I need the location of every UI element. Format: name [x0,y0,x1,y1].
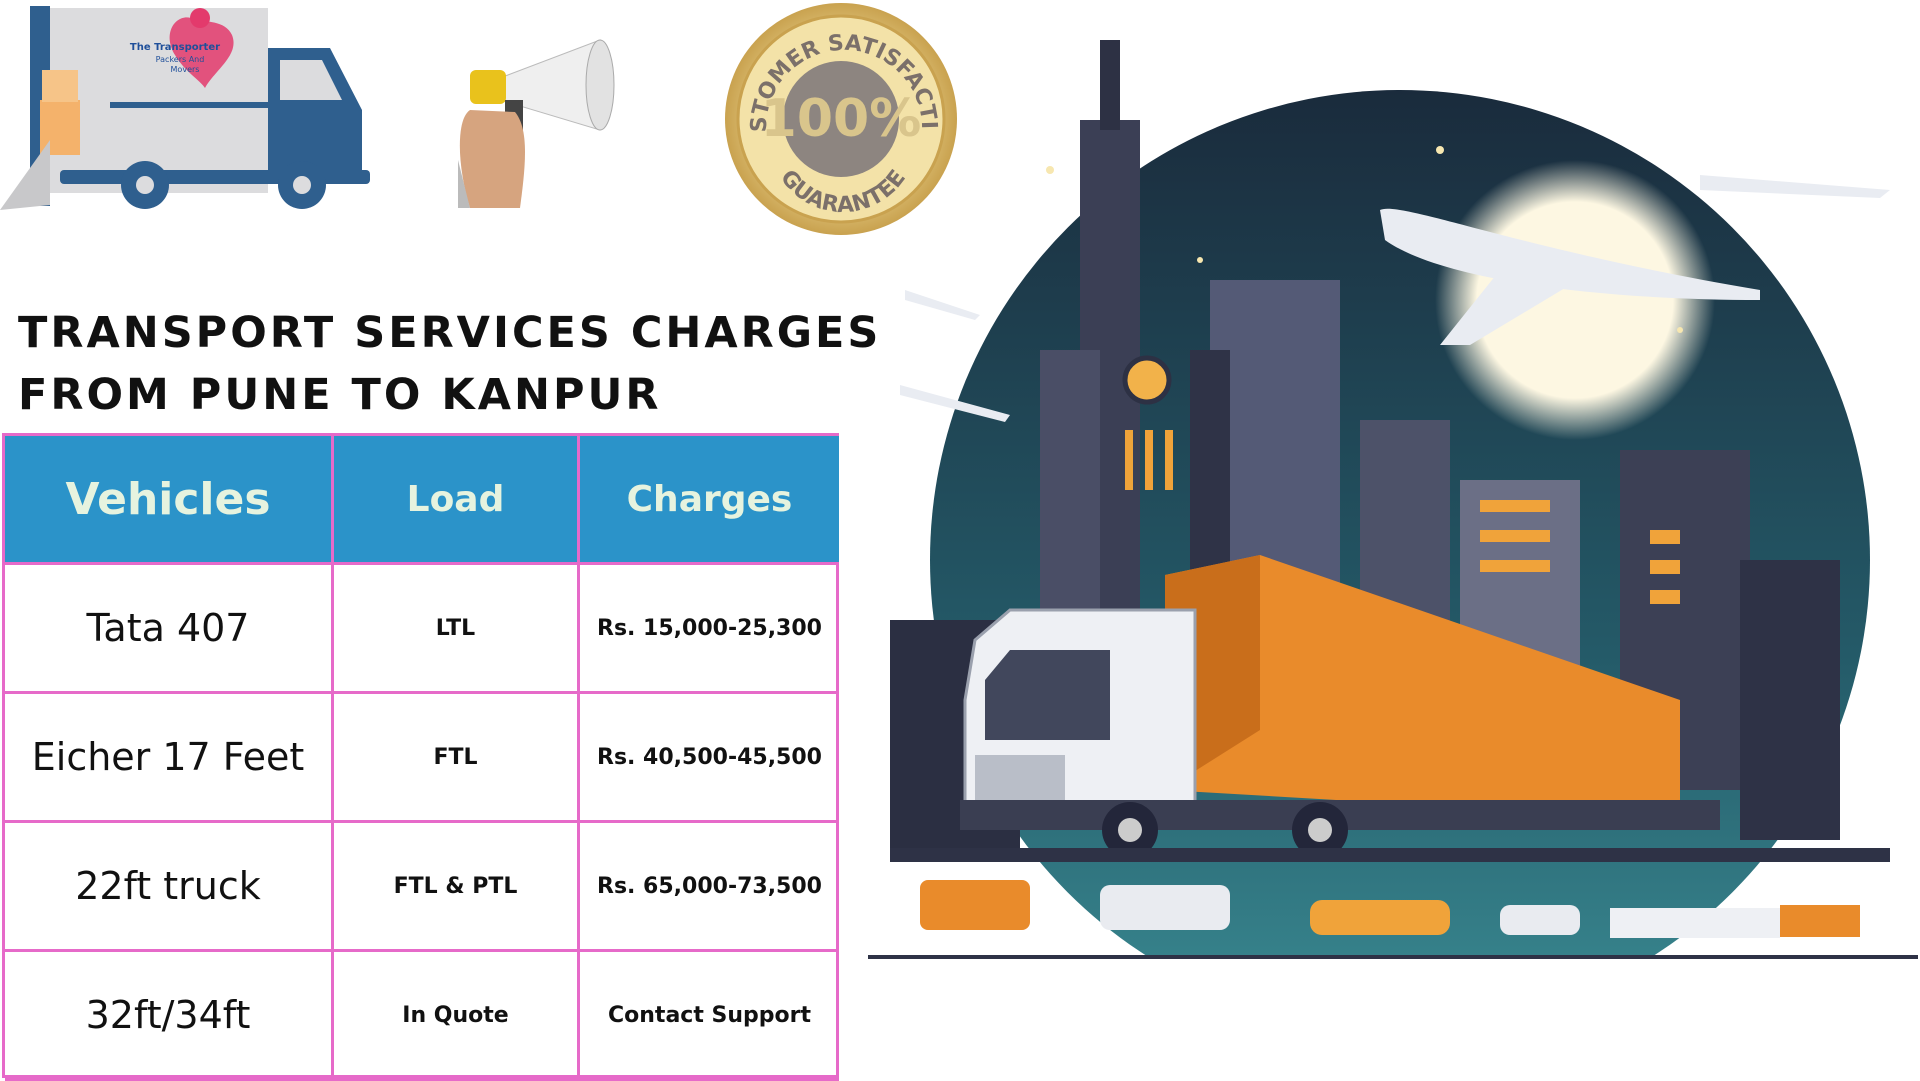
logo-text: Movers [171,65,200,74]
column-header: Load [334,436,580,565]
column-header: Vehicles [5,436,334,565]
table-cell: 22ft truck [5,823,334,952]
logo-text: Packers And [156,55,205,64]
van-icon: The Transporter Packers And Movers [0,6,370,210]
table-cell: Tata 407 [5,565,334,694]
title-line: FROM PUNE TO KANPUR [18,370,662,420]
table-cell: 32ft/34ft [5,952,334,1081]
table-cell: FTL & PTL [334,823,580,952]
price-table: Vehicles Load Charges Tata 407 LTL Rs. 15,000… [2,433,839,1081]
ground-line [868,955,1918,959]
megaphone-icon [458,39,615,208]
page-title: TRANSPORT SERVICES CHARGES FROM PUNE TO … [18,302,881,426]
table-cell: FTL [334,694,580,823]
table-cell: Eicher 17 Feet [5,694,334,823]
table-cell: In Quote [334,952,580,1081]
badge-center: 100% [761,89,922,149]
table-cell: Contact Support [580,952,839,1081]
logo-text: The Transporter [130,42,220,53]
table-cell: Rs. 40,500-45,500 [580,694,839,823]
table-cell: Rs. 15,000-25,300 [580,565,839,694]
table-cell: Rs. 65,000-73,500 [580,823,839,952]
city-illustration [890,40,1890,955]
title-line: TRANSPORT SERVICES CHARGES [18,308,882,358]
table-cell: LTL [334,565,580,694]
column-header: Charges [580,436,839,565]
